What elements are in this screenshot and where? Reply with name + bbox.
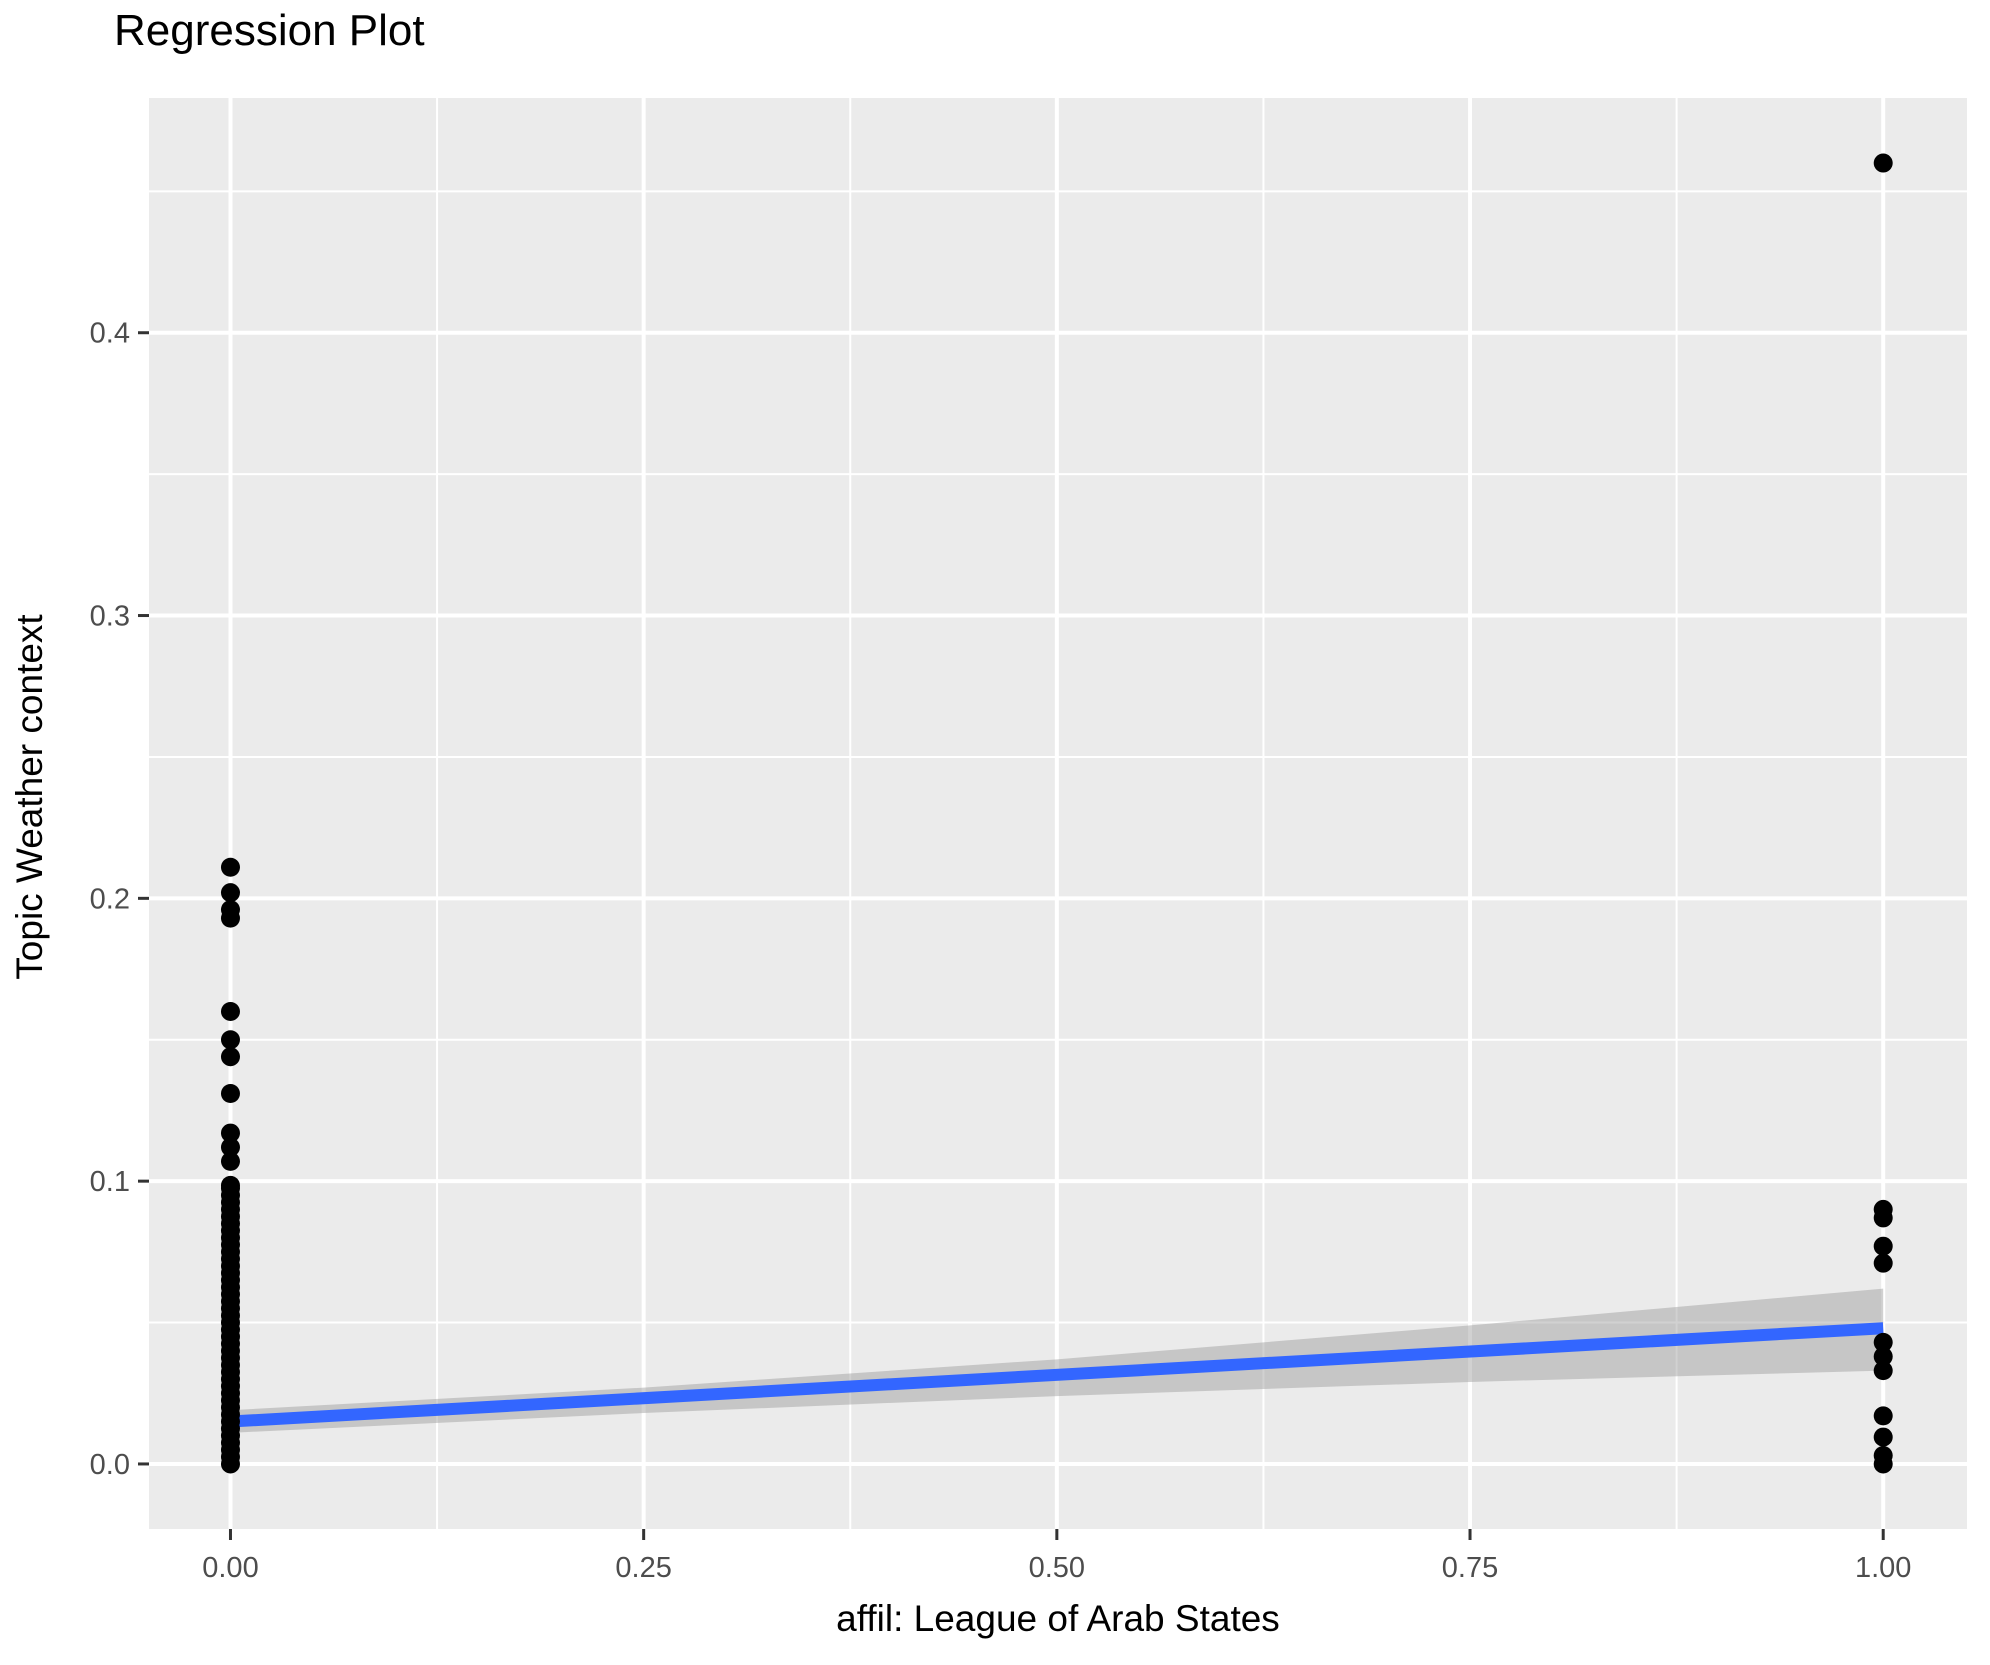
data-point (220, 857, 240, 877)
regression-line (230, 1322, 1884, 1428)
data-point (220, 1137, 240, 1157)
x-axis-title: affil: League of Arab States (836, 1598, 1280, 1639)
data-point (220, 1083, 240, 1103)
data-point (220, 883, 240, 903)
y-tick-label: 0.0 (90, 1449, 130, 1481)
data-point (1873, 1361, 1893, 1381)
x-tick-label: 0.75 (1442, 1552, 1498, 1584)
data-point (220, 1151, 240, 1171)
data-point (1873, 1199, 1893, 1219)
y-tick-label: 0.2 (90, 883, 130, 915)
chart-layers: 0.00 0.25 0.50 0.75 1.00 0.0 0.1 0.2 0.3 0.4 (90, 98, 1967, 1584)
y-axis-title: Topic Weather context (9, 614, 50, 980)
data-point (1873, 1346, 1893, 1366)
plot-title: Regression Plot (114, 6, 425, 55)
data-point (1873, 1445, 1893, 1465)
data-point (1873, 1406, 1893, 1426)
x-tick-label: 0.25 (615, 1552, 671, 1584)
y-tick-label: 0.1 (90, 1166, 130, 1198)
data-point (1873, 1427, 1893, 1447)
data-point (220, 1175, 240, 1195)
data-point (1873, 1236, 1893, 1256)
data-point (220, 900, 240, 920)
x-tick-label: 1.00 (1855, 1552, 1911, 1584)
data-point (1873, 153, 1893, 173)
y-tick-label: 0.3 (90, 601, 130, 633)
x-tick-label: 0.50 (1029, 1552, 1085, 1584)
data-point (220, 1001, 240, 1021)
data-point (1873, 1332, 1893, 1352)
data-point (220, 1030, 240, 1050)
y-tick-label: 0.4 (90, 318, 130, 350)
data-point (220, 1123, 240, 1143)
x-tick-label: 0.00 (202, 1552, 258, 1584)
data-point (1873, 1253, 1893, 1273)
data-point (220, 1047, 240, 1067)
